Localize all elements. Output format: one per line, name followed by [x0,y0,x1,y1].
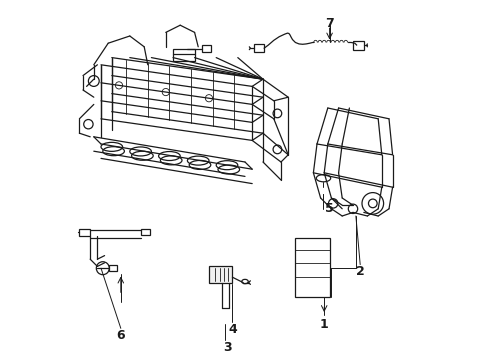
Bar [295,238,330,297]
Text: 7: 7 [325,17,334,30]
Text: 1: 1 [320,318,329,330]
Text: 2: 2 [356,265,365,278]
Bar [353,41,364,50]
Bar [254,44,264,52]
Text: 6: 6 [117,329,125,342]
Text: 4: 4 [228,323,237,336]
Text: 3: 3 [222,341,231,354]
Bar [173,49,195,61]
Bar [141,229,149,235]
Bar [109,265,117,271]
Bar [79,229,90,236]
Bar [202,45,211,52]
Bar [209,266,232,283]
Text: 5: 5 [325,202,334,215]
